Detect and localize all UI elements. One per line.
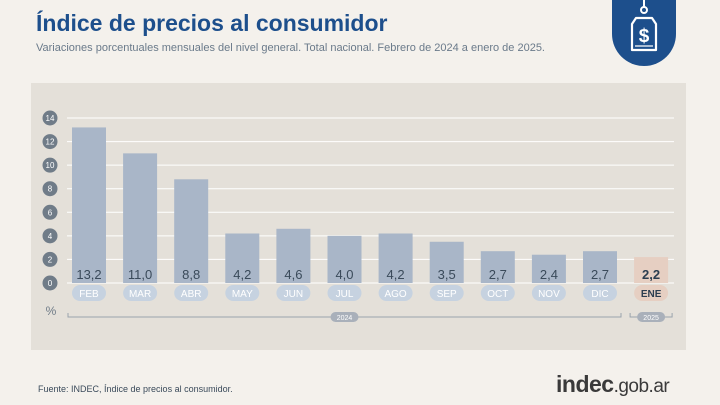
- data-label: 8,8: [182, 267, 200, 282]
- bar: [378, 233, 413, 283]
- x-tick-label: SEP: [437, 289, 457, 300]
- bar: [531, 254, 566, 283]
- y-tick-badge: [42, 228, 58, 244]
- month-chip: [429, 285, 464, 301]
- x-tick-label: DIC: [591, 289, 608, 300]
- data-label: 11,0: [128, 267, 152, 282]
- bar: [174, 179, 209, 283]
- y-tick-label: 14: [46, 114, 55, 123]
- x-tick-label: FEB: [79, 289, 99, 300]
- y-tick-badge: [42, 204, 58, 220]
- x-tick-label: MAR: [129, 289, 151, 300]
- price-badge: $: [612, 0, 676, 66]
- month-chip: [276, 285, 311, 301]
- y-tick-label: 4: [48, 232, 53, 241]
- data-label: 4,6: [284, 267, 302, 282]
- data-label: 4,2: [387, 267, 405, 282]
- year-label: 2025: [643, 315, 659, 322]
- dollar-symbol: $: [639, 26, 650, 47]
- y-tick-label: 2: [48, 255, 53, 264]
- y-tick-badge: [42, 110, 58, 126]
- month-chip: [480, 285, 515, 301]
- data-label: 2,2: [642, 267, 660, 282]
- y-axis-unit-label: %: [46, 304, 57, 318]
- bar: [276, 228, 311, 283]
- month-chip: [378, 285, 413, 301]
- y-tick-label: 12: [46, 138, 55, 147]
- bar: [583, 251, 617, 283]
- logo-brand: indec: [556, 371, 614, 397]
- month-chip: [72, 285, 106, 301]
- page-subtitle: Variaciones porcentuales mensuales del n…: [36, 42, 545, 54]
- y-tick-badge: [42, 181, 58, 197]
- x-tick-label: JUL: [336, 289, 354, 300]
- data-label: 2,7: [591, 267, 609, 282]
- x-tick-label: OCT: [487, 289, 508, 300]
- y-tick-label: 8: [48, 185, 53, 194]
- x-tick-label: ENE: [641, 289, 662, 300]
- x-tick-label: AGO: [384, 289, 406, 300]
- bar: [123, 153, 158, 283]
- month-chip: [327, 285, 362, 301]
- indec-logo[interactable]: indec.gob.ar: [556, 371, 670, 398]
- logo-domain: .gob.ar: [613, 376, 670, 397]
- y-tick-label: 6: [48, 208, 53, 217]
- year-chip: [637, 312, 666, 322]
- price-tag-dollar-icon: $: [630, 0, 658, 52]
- month-chip: [123, 285, 158, 301]
- bar: [429, 241, 464, 283]
- chart-panel: 0 2 4 6 8 10 12 14 13,2 FEB 11,0 MAR 8,8 ABR 4,2 MAY 4,6…: [31, 83, 686, 350]
- bar: [225, 233, 260, 283]
- year-label: 2024: [337, 315, 353, 322]
- source-note: Fuente: INDEC, Índice de precios al cons…: [38, 384, 233, 394]
- data-label: 2,4: [540, 267, 558, 282]
- month-chip: [174, 285, 209, 301]
- bar: [634, 257, 669, 283]
- y-tick-badge: [42, 251, 58, 267]
- data-label: 4,2: [233, 267, 251, 282]
- month-chip: [583, 285, 617, 301]
- data-label: 2,7: [489, 267, 507, 282]
- y-tick-badge: [42, 275, 58, 291]
- x-tick-label: JUN: [284, 289, 303, 300]
- year-chip: [330, 312, 359, 322]
- bar-chart: 0 2 4 6 8 10 12 14 13,2 FEB 11,0 MAR 8,8 ABR 4,2 MAY 4,6…: [42, 110, 674, 322]
- month-chip: [225, 285, 260, 301]
- y-tick-badge: [42, 134, 58, 150]
- data-label: 4,0: [335, 267, 353, 282]
- x-tick-label: NOV: [538, 289, 560, 300]
- month-chip: [634, 285, 669, 301]
- data-label: 3,5: [438, 267, 456, 282]
- y-tick-label: 10: [46, 161, 55, 170]
- y-tick-badge: [42, 157, 58, 173]
- bar: [480, 251, 515, 283]
- bar: [72, 127, 106, 283]
- page-title: Índice de precios al consumidor: [36, 10, 388, 36]
- x-tick-label: ABR: [181, 289, 202, 300]
- y-tick-label: 0: [48, 279, 53, 288]
- data-label: 13,2: [76, 267, 101, 282]
- bar: [327, 235, 362, 283]
- x-tick-label: MAY: [232, 289, 253, 300]
- month-chip: [531, 285, 566, 301]
